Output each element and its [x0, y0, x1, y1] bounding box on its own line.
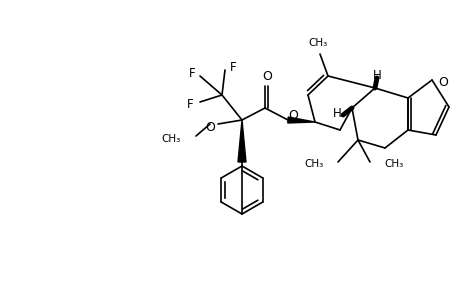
Text: F: F: [186, 98, 193, 110]
Text: O: O: [287, 109, 297, 122]
Text: H: H: [332, 106, 341, 119]
Text: O: O: [262, 70, 271, 83]
Text: CH₃: CH₃: [162, 134, 180, 144]
Polygon shape: [287, 117, 314, 123]
Text: F: F: [188, 67, 195, 80]
Text: O: O: [437, 76, 447, 88]
Text: H: H: [372, 68, 381, 82]
Polygon shape: [237, 120, 246, 162]
Text: CH₃: CH₃: [383, 159, 403, 169]
Text: CH₃: CH₃: [304, 159, 323, 169]
Text: CH₃: CH₃: [308, 38, 327, 48]
Text: O: O: [205, 121, 214, 134]
Text: F: F: [229, 61, 236, 74]
